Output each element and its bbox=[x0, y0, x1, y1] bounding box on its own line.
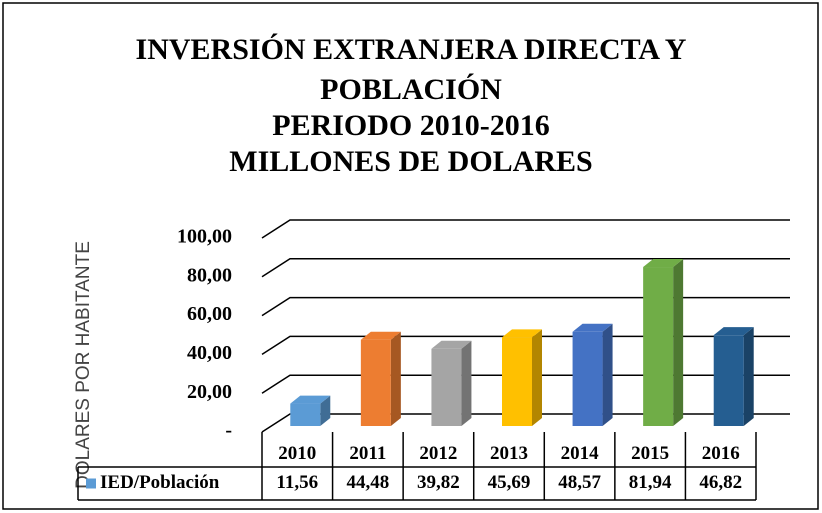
y-tick-label: 20,00 bbox=[187, 381, 232, 403]
data-table-value: 81,94 bbox=[629, 472, 672, 493]
y-tick-label: 80,00 bbox=[187, 264, 232, 286]
x-tick-label: 2014 bbox=[561, 443, 600, 464]
x-tick-label: 2013 bbox=[490, 443, 528, 464]
data-table-value: 46,82 bbox=[699, 472, 742, 493]
data-table-value: 48,57 bbox=[558, 472, 601, 493]
bar-side bbox=[602, 323, 613, 426]
chart-title: POBLACIÓN bbox=[320, 73, 502, 106]
chart-title: INVERSIÓN EXTRANJERA DIRECTA Y bbox=[136, 33, 687, 66]
bar bbox=[643, 267, 674, 426]
y-tick-label: 100,00 bbox=[177, 226, 232, 248]
x-tick-label: 2012 bbox=[419, 443, 457, 464]
bar-side bbox=[390, 331, 401, 426]
bar bbox=[572, 331, 603, 426]
chart-title: MILLONES DE DOLARES bbox=[229, 145, 592, 178]
legend-key bbox=[86, 478, 96, 489]
bar-top bbox=[572, 323, 613, 332]
bar bbox=[290, 403, 321, 426]
chart-title: PERIODO 2010-2016 bbox=[272, 109, 550, 142]
y-tick-label: 60,00 bbox=[187, 303, 232, 325]
grid-line bbox=[261, 335, 790, 356]
bar bbox=[502, 337, 532, 426]
bar-top bbox=[643, 259, 684, 268]
bar-side bbox=[461, 340, 472, 426]
grid-line bbox=[261, 374, 790, 394]
data-table-value: 11,56 bbox=[276, 472, 318, 493]
x-tick-label: 2011 bbox=[349, 443, 386, 464]
y-tick-label: - bbox=[225, 420, 232, 442]
bar-top bbox=[360, 331, 401, 340]
x-tick-label: 2010 bbox=[278, 443, 316, 464]
bar bbox=[713, 335, 744, 426]
y-tick-label: 40,00 bbox=[187, 342, 232, 364]
bar-top bbox=[290, 395, 331, 404]
y-axis-label: DOLARES POR HABITANTE bbox=[73, 241, 94, 489]
bar-side bbox=[673, 259, 684, 426]
bar-top bbox=[431, 340, 472, 349]
grid-line bbox=[261, 219, 790, 239]
bar bbox=[431, 348, 462, 426]
legend-label: IED/Población bbox=[100, 472, 220, 493]
bar-side bbox=[320, 395, 331, 426]
grid-line bbox=[261, 258, 790, 278]
x-tick-label: 2016 bbox=[702, 443, 740, 464]
bar bbox=[360, 339, 391, 426]
x-tick-label: 2015 bbox=[631, 443, 669, 464]
grid-line bbox=[261, 413, 790, 433]
bar-side bbox=[532, 329, 542, 426]
data-table-value: 44,48 bbox=[346, 472, 389, 493]
bar-top bbox=[502, 329, 542, 338]
data-table-value: 45,69 bbox=[488, 472, 531, 493]
data-table-value: 39,82 bbox=[417, 472, 460, 493]
bar-top bbox=[713, 327, 754, 336]
grid-line bbox=[261, 296, 790, 317]
bar-side bbox=[743, 327, 754, 426]
